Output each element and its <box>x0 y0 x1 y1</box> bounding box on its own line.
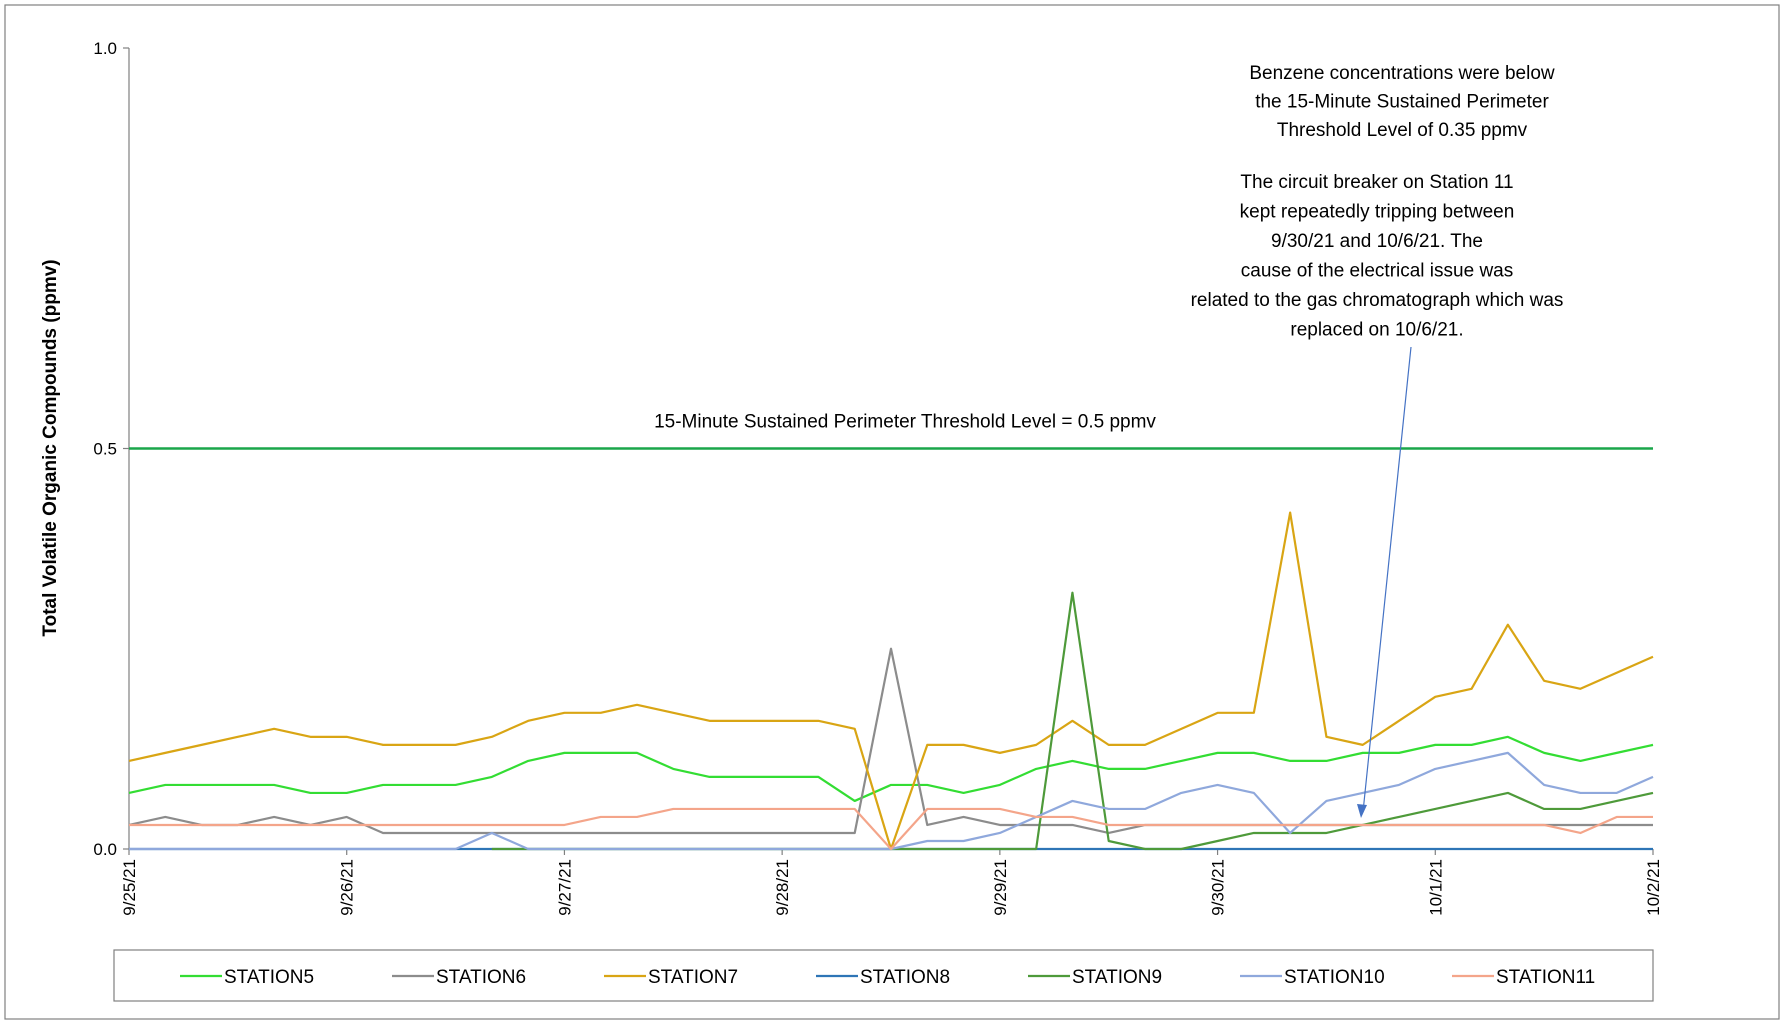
annotation-text: related to the gas chromatograph which w… <box>1191 290 1564 311</box>
annotation-text: The circuit breaker on Station 11 <box>1240 172 1513 193</box>
legend-label: STATION11 <box>1496 967 1595 988</box>
legend-label: STATION9 <box>1072 967 1162 988</box>
x-tick-label: 10/1/21 <box>1426 859 1445 916</box>
x-tick-label: 9/27/21 <box>555 859 574 916</box>
threshold-label: 15-Minute Sustained Perimeter Threshold … <box>654 412 1156 433</box>
annotation-text: cause of the electrical issue was <box>1241 261 1513 282</box>
legend-label: STATION5 <box>224 967 314 988</box>
legend-label: STATION6 <box>436 967 526 988</box>
annotation-arrow <box>1362 346 1412 813</box>
annotation-arrowhead <box>1357 804 1367 818</box>
y-axis-label: Total Volatile Organic Compounds (ppmv) <box>40 259 61 636</box>
x-tick-label: 9/25/21 <box>120 859 139 916</box>
legend-label: STATION10 <box>1284 967 1385 988</box>
series-line <box>129 807 1653 851</box>
x-tick-label: 9/30/21 <box>1209 859 1228 916</box>
series-line <box>128 735 1654 803</box>
annotation-text: the 15-Minute Sustained Perimeter <box>1255 92 1549 113</box>
x-tick-label: 9/28/21 <box>773 859 792 916</box>
annotation-text: replaced on 10/6/21. <box>1290 320 1463 341</box>
x-tick-label: 10/2/21 <box>1644 859 1663 916</box>
annotation-text: 9/30/21 and 10/6/21. The <box>1271 231 1483 252</box>
annotation-text: kept repeatedly tripping between <box>1240 202 1515 223</box>
chart-frame <box>4 4 1780 1020</box>
y-tick-label: 0.0 <box>93 840 117 859</box>
annotation-text: Benzene concentrations were below <box>1249 63 1555 84</box>
legend-label: STATION8 <box>860 967 950 988</box>
x-tick-label: 9/29/21 <box>991 859 1010 916</box>
legend-box <box>113 949 1654 1002</box>
annotation-text: Threshold Level of 0.35 ppmv <box>1277 120 1528 141</box>
x-tick-label: 9/26/21 <box>338 859 357 916</box>
legend-label: STATION7 <box>648 967 738 988</box>
y-tick-label: 0.5 <box>93 440 117 459</box>
y-tick-label: 1.0 <box>93 39 117 58</box>
